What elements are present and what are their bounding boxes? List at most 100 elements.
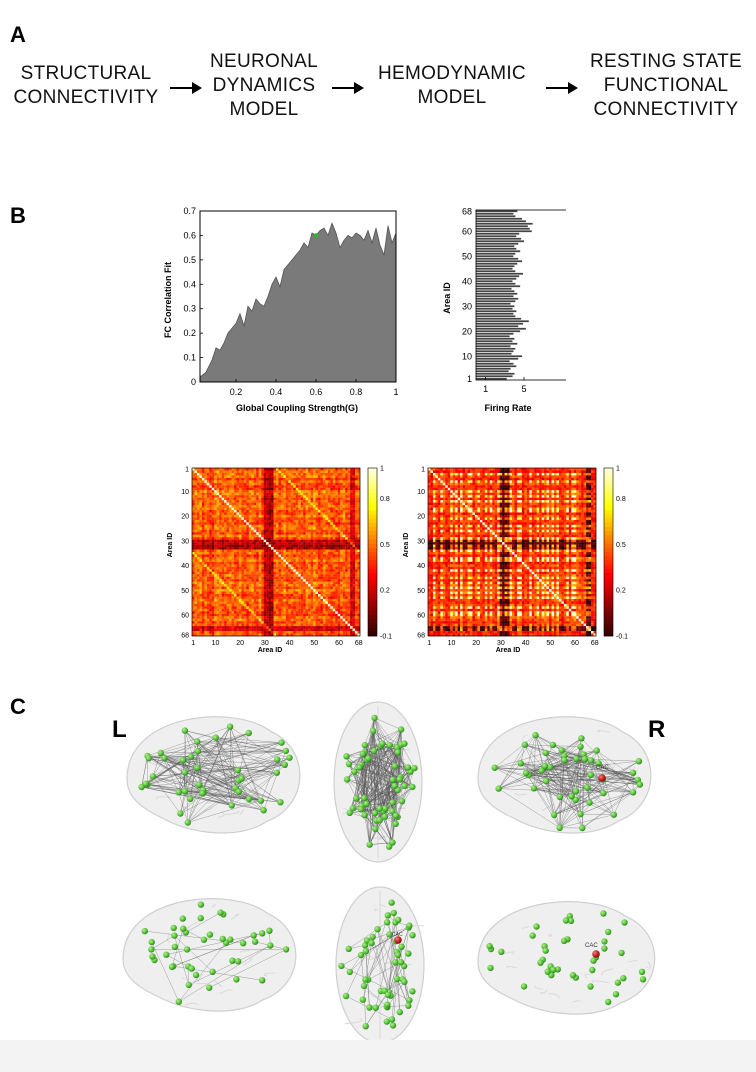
heatmap-cell [295,519,299,523]
heatmap-cell [285,497,289,501]
heatmap-cell [352,490,356,493]
heatmap-cell [285,631,289,634]
heatmap-cell [263,549,267,553]
heatmap-cell [219,534,222,538]
heatmap-cell [234,574,237,577]
heatmap-cell [192,633,195,637]
heatmap-cell [241,547,245,550]
heatmap-cell [310,529,314,533]
heatmap-cell [300,598,304,602]
heatmap-cell [283,601,287,605]
heatmap-cell [460,468,463,471]
heatmap-cell [293,529,296,533]
heatmap-cell [261,584,264,587]
heatmap-cell [330,552,333,555]
heatmap-cell [201,510,205,513]
heatmap-cell [209,564,212,567]
heatmap-cell [221,532,225,535]
heatmap-cell [335,603,338,607]
colorbar-segment [368,526,377,532]
heatmap-cell [298,500,301,503]
heatmap-cell [209,586,212,590]
heatmap-cell [241,598,245,602]
heatmap-cell [273,532,277,535]
heatmap-cell [204,591,207,595]
heatmap-cell [226,606,230,609]
heatmap-cell [261,468,264,471]
heatmap-cell [327,616,331,619]
heatmap-cell [258,616,262,619]
heatmap-cell [253,544,257,548]
heatmap-cell [445,470,448,474]
heatmap-cell [499,472,503,476]
heatmap-cell [256,549,259,553]
firing-rate-bar [476,272,524,275]
heatmap-cell [256,564,259,567]
heatmap-cell [204,576,207,580]
heatmap-cell [224,487,227,491]
heatmap-cell [352,589,356,592]
heatmap-cell [332,611,336,614]
heatmap-cell [268,492,272,496]
heatmap-cell [322,485,326,488]
heatmap-cell [199,581,203,585]
heatmap-cell [352,500,356,503]
heatmap-cell [258,514,262,518]
heatmap-cell [199,477,203,481]
heatmap-cell [280,579,284,582]
heatmap-cell [332,564,336,567]
heatmap-cell [347,633,351,637]
heatmap-cell [320,534,324,538]
heatmap-cell [293,623,296,627]
heatmap-cell [313,517,316,521]
heatmap-cell [234,470,237,474]
heatmap-cell [308,621,311,624]
heatmap-cell [238,559,242,563]
heatmap-cell [340,534,343,538]
heatmap-cell [290,490,294,493]
heatmap-cell [484,472,488,476]
heatmap-cell [238,571,242,575]
heatmap-cell [318,608,321,612]
heatmap-cell [337,517,341,521]
heatmap-cell [310,542,314,545]
heatmap-cell [266,618,269,622]
heatmap-cell [320,603,324,607]
heatmap-cell [318,527,321,530]
heatmap-cell [238,519,242,523]
heatmap-cell [345,500,348,503]
heatmap-cell [303,631,306,634]
heatmap-cell [322,574,326,577]
heatmap-cell [310,579,314,582]
heatmap-cell [293,505,296,508]
heatmap-cell [224,611,227,614]
colorbar-tick-label: 0.8 [380,496,390,503]
heatmap-cell [196,487,200,491]
heatmap-cell [236,552,240,555]
heatmap-cell [308,532,311,535]
heatmap-cell [310,552,314,555]
heatmap-cell [327,510,331,513]
heatmap-cell [462,470,466,474]
heatmap-cell [295,510,299,513]
heatmap-cell [209,606,212,609]
heatmap-cell [214,505,217,508]
heatmap-cell [251,522,254,525]
heatmap-cell [283,608,287,612]
heatmap-cell [224,497,227,501]
heatmap-cell [256,524,259,528]
panel-label-a: A [10,22,26,47]
heatmap-cell [251,524,254,528]
heatmap-cell [236,569,240,572]
heatmap-cell [214,547,217,550]
heatmap-cell [278,569,282,572]
heatmap-cell [243,510,247,513]
heatmap-cell [288,497,291,501]
heatmap-cell [199,601,203,605]
heatmap-cell [241,492,245,496]
heatmap-cell [243,495,247,498]
heatmap-cell [253,529,257,533]
heatmap-cell [209,534,212,538]
heatmap-cell [248,542,252,545]
heatmap-cell [315,527,319,530]
